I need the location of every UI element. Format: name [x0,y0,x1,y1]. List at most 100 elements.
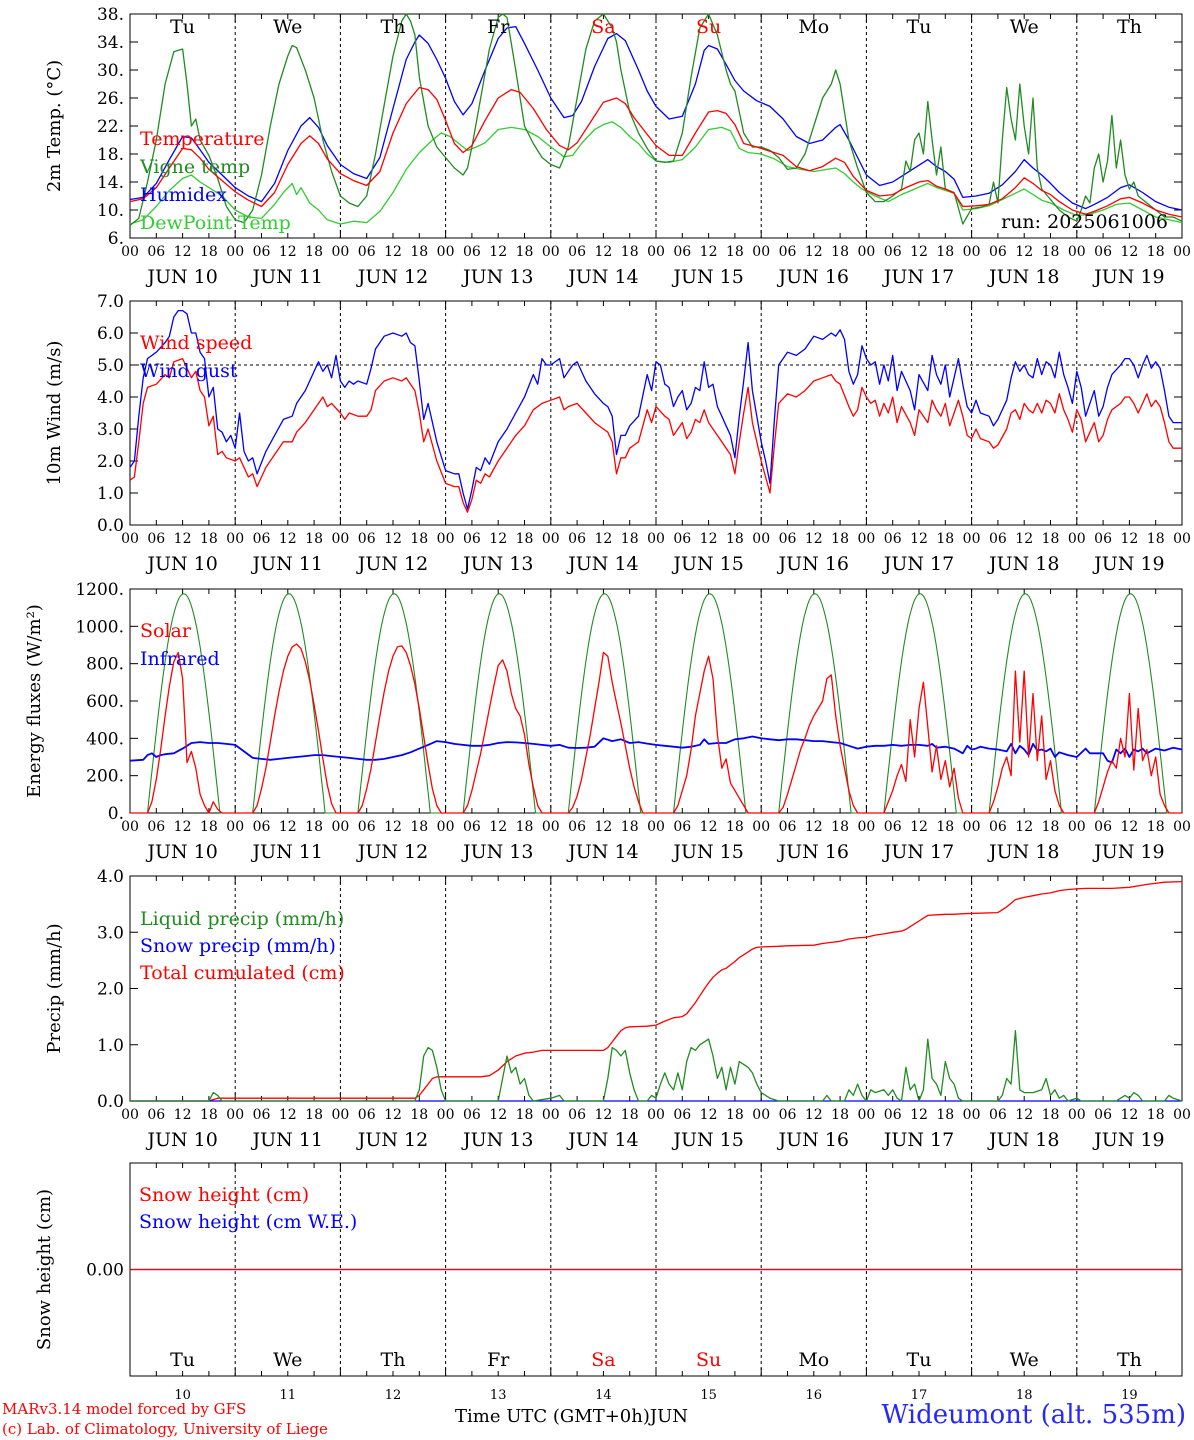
energy-hour-tick-label: 18 [621,819,639,835]
energy-series-infrared [129,735,1183,764]
energy-hour-tick-label: 18 [305,819,323,835]
precip-series-liquid-precip-mm-h [130,1030,1183,1102]
precip-hour-tick-label: 12 [384,1107,402,1123]
precip-hour-tick-label: 18 [831,1107,849,1123]
temperature-hour-tick-label: 12 [594,244,612,260]
wind-hour-tick-label: 18 [621,531,639,547]
precip-hour-tick-label: 12 [700,1107,718,1123]
energy-hour-tick-label: 12 [805,819,823,835]
energy-hour-tick-label: 06 [463,819,481,835]
temperature-day-label: JUN 18 [987,266,1059,288]
wind-y-tick-label: 3.0 [97,420,124,440]
wind-hour-tick-label: 12 [700,531,718,547]
energy-hour-tick-label: 00 [752,819,770,835]
precip-legend-entry: Snow precip (mm/h) [140,935,336,957]
wind-hour-tick-label: 18 [200,531,218,547]
precip-hour-tick-label: 06 [358,1107,376,1123]
precip-hour-tick-label: 18 [621,1107,639,1123]
temperature-hour-tick-label: 12 [700,244,718,260]
temperature-hour-tick-label: 18 [621,244,639,260]
wind-y-tick-label: 6.0 [97,324,124,344]
model-credit: MARv3.14 model forced by GFS [2,1400,247,1418]
precip-hour-tick-label: 06 [463,1107,481,1123]
temperature-hour-tick-label: 06 [779,244,797,260]
energy-day-label: JUN 10 [145,841,217,863]
precip-y-axis-title: Precip (mm/h) [44,923,65,1053]
temperature-hour-tick-label: 18 [831,244,849,260]
precip-hour-tick-label: 18 [1042,1107,1060,1123]
wind-hour-tick-label: 00 [857,531,875,547]
temperature-hour-tick-label: 12 [910,244,928,260]
energy-plot-frame [129,588,1183,814]
wind-hour-tick-label: 06 [568,531,586,547]
temperature-hour-tick-label: 00 [437,244,455,260]
temperature-y-tick-label: 38. [97,5,124,25]
energy-hour-tick-label: 18 [1147,819,1165,835]
precip-y-tick-label: 3.0 [97,923,124,943]
precip-hour-tick-label: 18 [200,1107,218,1123]
snow-day-number: 15 [700,1388,717,1403]
wind-hour-tick-label: 00 [542,531,560,547]
wind-hour-tick-label: 00 [226,531,244,547]
wind-hour-tick-label: 06 [147,531,165,547]
energy-hour-tick-label: 12 [279,819,297,835]
energy-y-tick-label: 0. [108,804,124,824]
energy-hour-tick-label: 00 [121,819,139,835]
precip-y-tick-label: 2.0 [97,980,124,1000]
precip-hour-tick-label: 00 [226,1107,244,1123]
station-title: Wideumont (alt. 535m) [881,1400,1186,1430]
energy-hour-tick-label: 06 [884,819,902,835]
energy-y-tick-label: 1000. [75,617,124,637]
precip-hour-tick-label: 12 [1120,1107,1138,1123]
precip-hour-tick-label: 00 [121,1107,139,1123]
wind-hour-tick-label: 18 [726,531,744,547]
wind-legend-entry: Wind speed [140,332,252,354]
energy-hour-tick-label: 00 [857,819,875,835]
temperature-hour-tick-label: 00 [963,244,981,260]
precip-hour-tick-label: 06 [1094,1107,1112,1123]
temperature-day-label: JUN 19 [1092,266,1164,288]
snow-y-tick-label: 0.00 [86,1261,124,1281]
wind-hour-tick-label: 18 [305,531,323,547]
wind-y-tick-label: 1.0 [97,484,124,504]
wind-day-label: JUN 12 [356,553,428,575]
energy-day-label: JUN 12 [356,841,428,863]
wind-hour-tick-label: 06 [673,531,691,547]
snow-day-number: 17 [911,1388,928,1403]
precip-y-tick-label: 0.0 [97,1092,124,1112]
temperature-hour-tick-label: 06 [884,244,902,260]
energy-hour-tick-label: 00 [437,819,455,835]
temperature-day-label: JUN 13 [461,266,533,288]
snow-weekday-label: Mo [798,1349,829,1371]
snow-weekday-label: Fr [487,1349,510,1371]
energy-hour-tick-label: 06 [989,819,1007,835]
snow-weekday-label: Tu [170,1349,195,1371]
wind-y-tick-label: 0.0 [97,516,124,536]
precip-hour-tick-label: 18 [1147,1107,1165,1123]
temperature-hour-tick-label: 18 [410,244,428,260]
snow-day-number: 14 [595,1388,612,1403]
temperature-hour-tick-label: 18 [200,244,218,260]
precip-hour-tick-label: 00 [542,1107,560,1123]
precip-hour-tick-label: 18 [936,1107,954,1123]
energy-day-label: JUN 18 [987,841,1059,863]
wind-hour-tick-label: 06 [884,531,902,547]
wind-hour-tick-label: 12 [384,531,402,547]
energy-hour-tick-label: 06 [568,819,586,835]
energy-day-label: JUN 16 [777,841,849,863]
temperature-weekday-label: Sa [591,16,615,38]
wind-y-tick-label: 4.0 [97,388,124,408]
temperature-hour-tick-label: 00 [1068,244,1086,260]
energy-hour-tick-label: 12 [1120,819,1138,835]
temperature-hour-tick-label: 00 [857,244,875,260]
precip-hour-tick-label: 00 [1068,1107,1086,1123]
temperature-day-label: JUN 12 [356,266,428,288]
temperature-weekday-label: Mo [798,16,829,38]
precip-legend-entry: Liquid precip (mm/h) [140,908,344,930]
precip-hour-tick-label: 06 [568,1107,586,1123]
wind-hour-tick-label: 00 [647,531,665,547]
energy-hour-tick-label: 18 [831,819,849,835]
wind-hour-tick-label: 06 [1094,531,1112,547]
temperature-hour-tick-label: 06 [568,244,586,260]
wind-hour-tick-label: 18 [1147,531,1165,547]
